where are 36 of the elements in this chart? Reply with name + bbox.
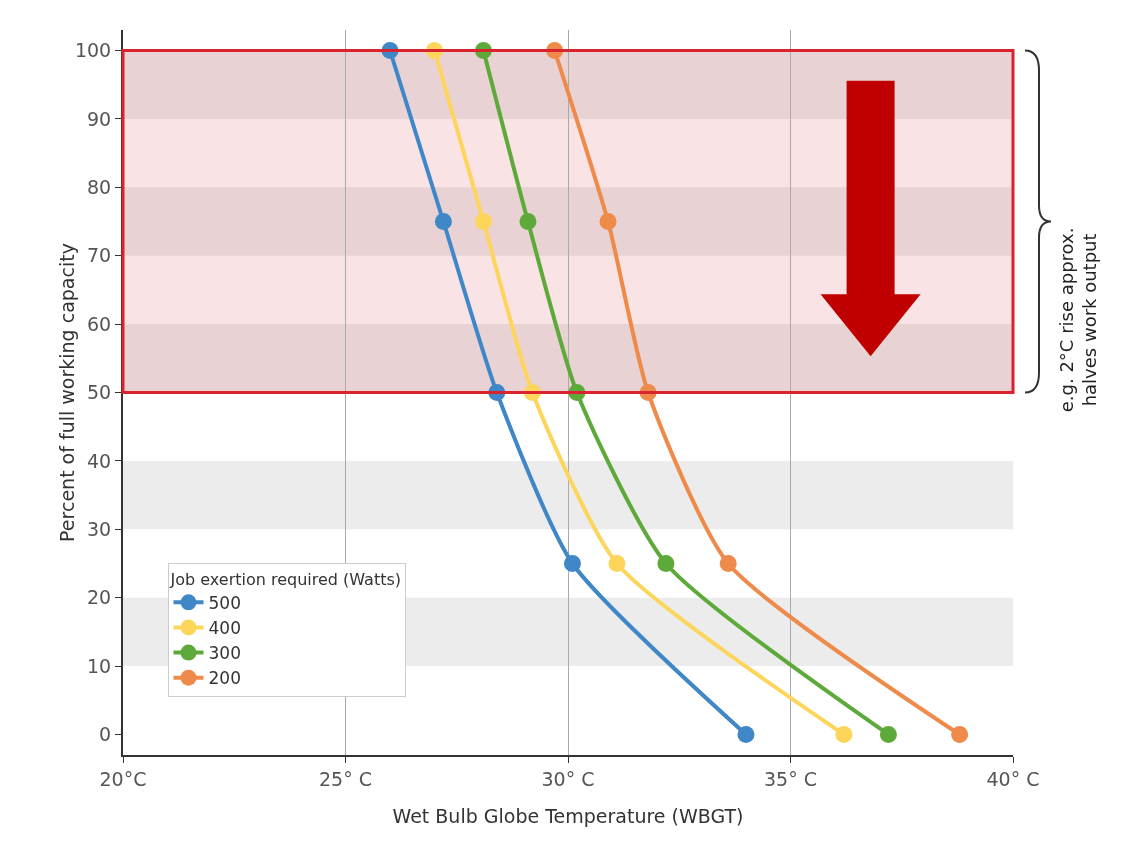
point bbox=[951, 725, 969, 743]
y-tick-label: 50 bbox=[87, 381, 112, 404]
y-tick-label: 20 bbox=[87, 586, 112, 609]
x-tick-label: 30° C bbox=[541, 767, 595, 790]
y-tick-label: 40 bbox=[87, 449, 112, 472]
y-axis-title: Percent of full working capacity bbox=[56, 243, 78, 542]
y-tick-label: 90 bbox=[87, 107, 112, 130]
point bbox=[835, 725, 853, 743]
x-tick-label: 40° C bbox=[986, 767, 1040, 790]
text: e.g. 2°C rise approx. halves work output bbox=[1055, 227, 1101, 413]
y-tick-label: 0 bbox=[99, 723, 112, 746]
point bbox=[599, 213, 617, 230]
y-tick-label: 30 bbox=[87, 517, 112, 540]
x-tick-label: 20°C bbox=[99, 767, 147, 790]
y-tick-label: 60 bbox=[87, 312, 112, 335]
point bbox=[474, 213, 492, 230]
legend-title: Job exertion required (Watts) bbox=[169, 569, 402, 589]
legend-label: 300 bbox=[208, 643, 241, 664]
legend-label: 400 bbox=[208, 618, 241, 639]
point bbox=[519, 213, 537, 230]
point bbox=[879, 725, 897, 743]
y-tick-label: 70 bbox=[87, 244, 112, 267]
x-tick-label: 25° C bbox=[319, 767, 372, 790]
point bbox=[434, 213, 452, 230]
y-tick-label: 80 bbox=[87, 175, 112, 198]
y-tick-label: 100 bbox=[74, 39, 112, 62]
point bbox=[563, 554, 581, 572]
y-tick-label: 10 bbox=[87, 654, 112, 677]
x-tick-label: 35° C bbox=[764, 767, 817, 790]
legend-label: 500 bbox=[208, 592, 241, 613]
legend-label: 200 bbox=[208, 668, 241, 689]
point bbox=[657, 554, 675, 572]
point bbox=[608, 554, 626, 572]
x-axis-title: Wet Bulb Globe Temperature (WBGT) bbox=[392, 805, 744, 827]
point bbox=[737, 725, 755, 743]
point bbox=[719, 554, 737, 572]
